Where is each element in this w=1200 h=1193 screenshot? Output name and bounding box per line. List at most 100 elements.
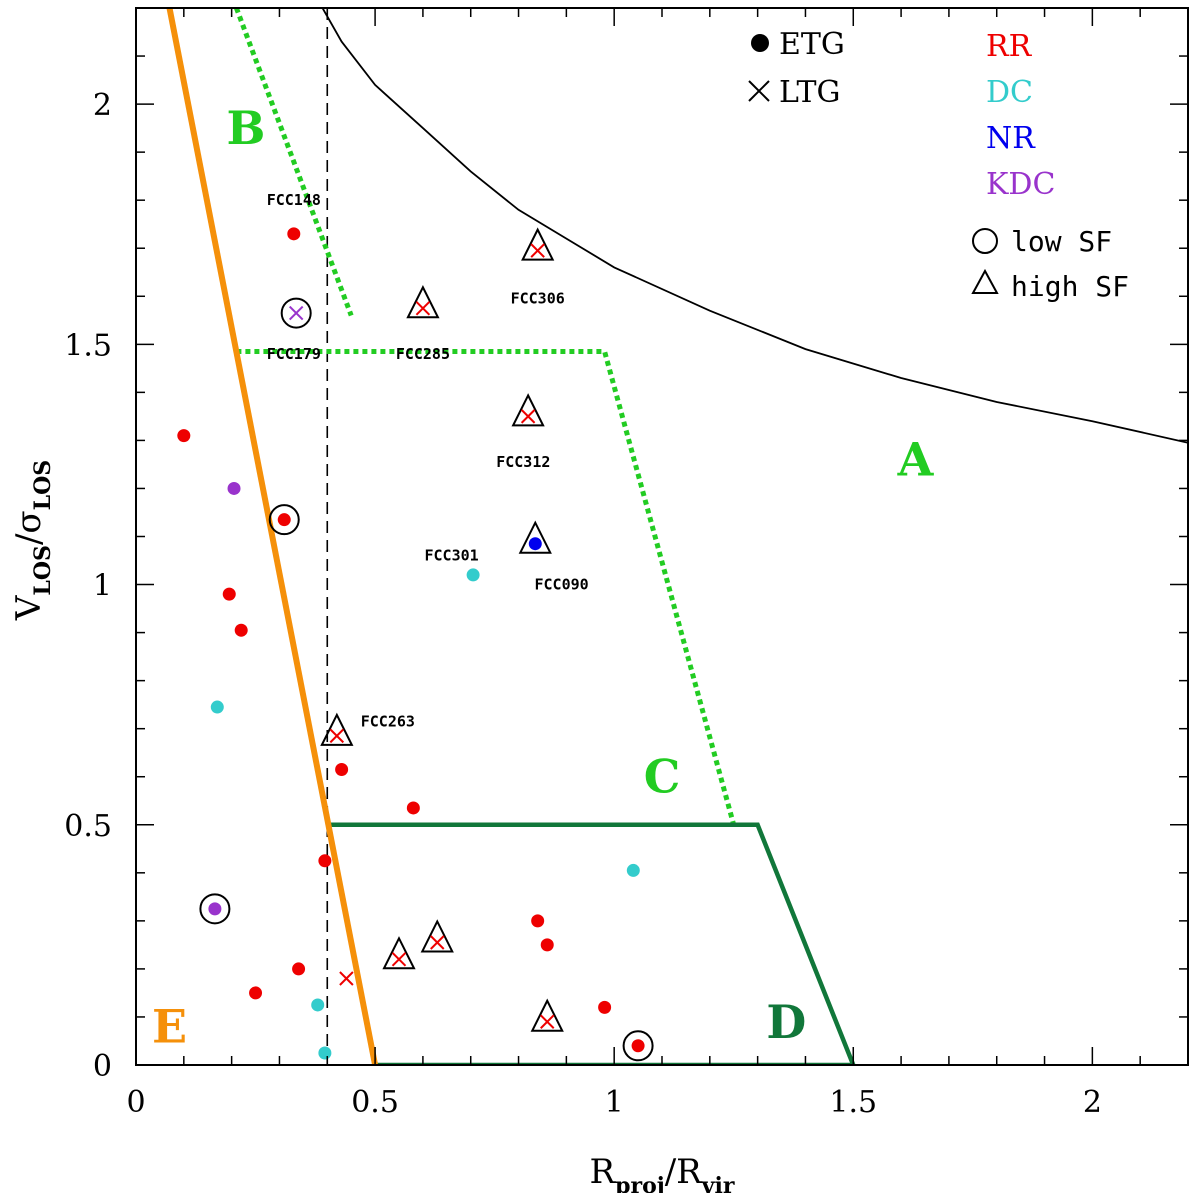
- etg-dot-marker: [335, 763, 349, 777]
- ltg-cross-stroke: [530, 243, 545, 258]
- etg-dot-marker: [626, 863, 640, 877]
- galaxy-name-label: FCC148: [267, 191, 321, 209]
- data-point: [318, 854, 332, 868]
- etg-dot-marker: [249, 986, 263, 1000]
- etg-dot-marker: [466, 568, 480, 582]
- data-point: [406, 801, 420, 815]
- ltg-cross-stroke: [520, 409, 536, 424]
- etg-dot-marker: [318, 854, 332, 868]
- galaxy-name-label: FCC179: [267, 345, 321, 363]
- high-sf-triangle-marker: [406, 285, 440, 319]
- data-point: [177, 429, 191, 443]
- region-label-b: B: [227, 101, 266, 155]
- galaxy-name-label: FCC306: [511, 290, 565, 308]
- data-point: [320, 712, 354, 746]
- data-point: [227, 481, 241, 495]
- data-point: [598, 1000, 612, 1014]
- data-point: [318, 1046, 332, 1060]
- chart-annotations: A B C D E FCC148 FCC179 FCC285 FCC306 FCC312 FCC30…: [152, 101, 935, 1053]
- ltg-cross-stroke: [288, 305, 304, 321]
- region-d-boundary: [327, 822, 856, 1065]
- y-tick-label: 1: [93, 569, 112, 604]
- etg-dot-marker: [406, 801, 420, 815]
- region-label-a: A: [897, 433, 935, 487]
- x-tick-label: 0.5: [351, 1085, 399, 1120]
- ltg-cross-stroke: [329, 728, 345, 744]
- etg-dot-marker: [631, 1039, 645, 1053]
- data-point: [292, 962, 306, 976]
- etg-dot-marker: [227, 481, 241, 495]
- region-c-boundary: [236, 349, 737, 826]
- data-point: [466, 568, 480, 582]
- y-axis-label-sub1: LOS: [30, 545, 56, 596]
- region-label-c: C: [644, 750, 681, 804]
- high-sf-triangle-marker: [382, 936, 416, 970]
- galaxy-name-label: FCC301: [425, 547, 479, 565]
- data-point: [339, 971, 354, 986]
- etg-dot-marker: [222, 587, 236, 601]
- x-tick-label: 1: [605, 1085, 624, 1120]
- legend-kinematic-nr: NR: [986, 121, 1036, 156]
- data-point: [406, 285, 440, 319]
- etg-dot-marker: [531, 914, 545, 928]
- data-point: [210, 700, 224, 714]
- data-point: [518, 520, 552, 554]
- etg-dot-marker: [528, 537, 542, 551]
- data-point: [511, 393, 545, 427]
- data-point: [531, 914, 545, 928]
- region-e-boundary: [166, 8, 379, 1065]
- x-tick-label: 0: [126, 1085, 145, 1120]
- galaxy-name-label: FCC285: [396, 345, 450, 363]
- data-point: [622, 1030, 654, 1062]
- high-sf-triangle-marker: [518, 520, 552, 554]
- etg-dot-marker: [177, 429, 191, 443]
- y-axis-label-sub2: LOS: [30, 460, 56, 511]
- etg-dot-marker: [210, 700, 224, 714]
- etg-dot-marker: [318, 1046, 332, 1060]
- legend-low-sf-label: low SF: [1011, 225, 1112, 258]
- data-point: [234, 623, 248, 637]
- ltg-cross-stroke: [540, 1014, 555, 1029]
- high-sf-triangle-marker: [521, 227, 555, 261]
- y-tick-label: 2: [93, 88, 112, 123]
- x-tick-label: 2: [1083, 1085, 1102, 1120]
- high-sf-triangle-marker: [420, 919, 454, 953]
- y-tick-label: 1.5: [64, 328, 112, 363]
- data-point: [249, 986, 263, 1000]
- y-tick-label: 0.5: [64, 809, 112, 844]
- etg-dot-marker: [598, 1000, 612, 1014]
- legend-etg-label: ETG: [779, 27, 845, 62]
- y-axis-label-slash: /σ: [9, 510, 49, 545]
- data-point: [626, 863, 640, 877]
- low-sf-circle-marker: [268, 504, 300, 536]
- legend-kinematic-dc: DC: [986, 75, 1033, 110]
- ltg-cross-stroke: [415, 301, 431, 316]
- high-sf-triangle-marker: [320, 712, 354, 746]
- etg-dot-marker: [311, 998, 325, 1012]
- y-axis-label-main: V: [9, 594, 49, 621]
- chart-lines: [166, 8, 1188, 1065]
- etg-dot-marker: [208, 902, 222, 916]
- data-point: [280, 297, 312, 329]
- legend-ltg-cross-icon: [748, 80, 770, 102]
- x-axis-label-sub1: proj: [615, 1173, 665, 1193]
- data-point: [222, 587, 236, 601]
- ltg-cross-stroke: [339, 971, 354, 986]
- legend: ETG LTG RR DC NR KDC low SF high SF: [748, 27, 1129, 303]
- low-sf-circle-marker: [280, 297, 312, 329]
- region-label-d: D: [766, 995, 806, 1049]
- x-axis-label: Rproj/Rvir: [589, 1152, 734, 1193]
- legend-etg-dot-icon: [751, 34, 769, 52]
- etg-dot-marker: [292, 962, 306, 976]
- high-sf-triangle-marker: [530, 998, 564, 1032]
- legend-high-sf-label: high SF: [1011, 270, 1129, 303]
- data-point: [199, 893, 231, 925]
- galaxy-name-label: FCC312: [496, 453, 550, 471]
- data-point: [287, 227, 301, 241]
- etg-dot-marker: [287, 227, 301, 241]
- axis-ticks: 0 0.5 1 1.5 2 0 0.5 1 1.5 2: [64, 7, 1189, 1120]
- data-point: [540, 938, 554, 952]
- galaxy-name-label: FCC263: [361, 712, 415, 730]
- legend-kinematic-kdc: KDC: [986, 167, 1055, 202]
